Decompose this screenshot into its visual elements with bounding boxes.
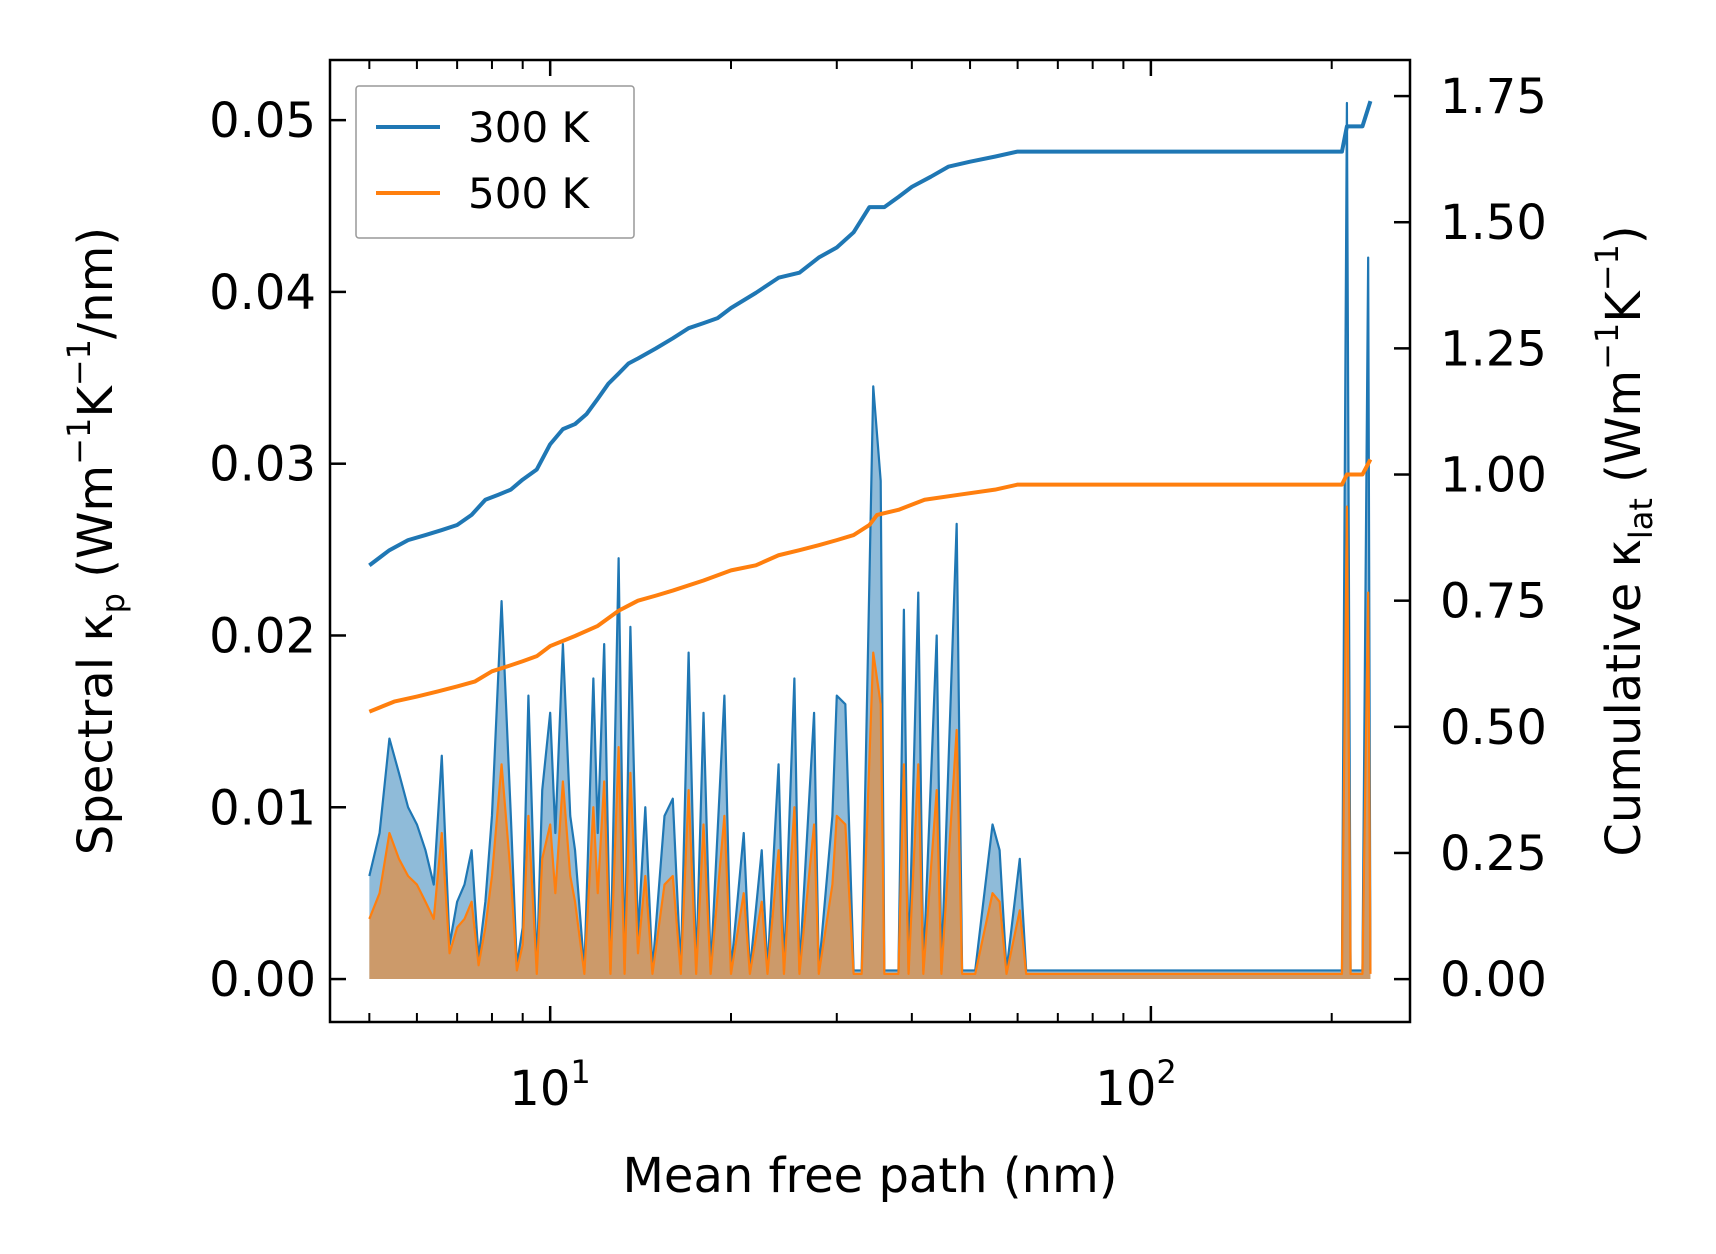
spectral-line-300k xyxy=(368,101,1372,972)
y-left-tick-label: 0.04 xyxy=(209,265,316,321)
y-right-tick-label: 1.50 xyxy=(1440,195,1547,251)
spectral-area-500k xyxy=(369,506,1371,980)
y-right-tick-label: 1.75 xyxy=(1440,69,1547,125)
axes-frame xyxy=(328,58,1412,1024)
y-right-tick-label: 0.25 xyxy=(1440,826,1547,882)
spectral-line-500k xyxy=(368,505,1372,975)
legend: 300 K 500 K xyxy=(355,85,635,239)
y-left-tick-label: 0.00 xyxy=(209,952,316,1008)
legend-label-500k: 500 K xyxy=(468,169,591,218)
y-right-tick-label: 1.00 xyxy=(1440,448,1547,504)
y-right-tick-label: 1.25 xyxy=(1440,321,1547,377)
y-left-tick-label: 0.05 xyxy=(209,93,316,149)
y-axis-label-left: Spectral κp (Wm−1K−1/nm) xyxy=(60,227,132,855)
y-left-tick-label: 0.02 xyxy=(209,608,316,664)
cumulative-line-300k xyxy=(368,100,1373,567)
x-axis-label: Mean free path (nm) xyxy=(623,1148,1118,1204)
plot-area xyxy=(368,100,1373,980)
legend-label-300k: 300 K xyxy=(468,103,591,152)
y-left-tick-label: 0.03 xyxy=(209,437,316,493)
legend-box xyxy=(355,85,635,239)
x-tick-label-10: 101 xyxy=(509,1053,590,1117)
y-right-tick-label: 0.00 xyxy=(1440,952,1547,1008)
y-left-tick-label: 0.01 xyxy=(209,780,316,836)
y-right-tick-label: 0.75 xyxy=(1440,574,1547,630)
y-right-tick-label: 0.50 xyxy=(1440,700,1547,756)
ticks-layer xyxy=(330,60,1410,1022)
x-tick-label-100: 102 xyxy=(1095,1053,1176,1117)
cumulative-line-500k xyxy=(368,458,1373,714)
y-axis-label-right: Cumulative κlat (Wm−1K−1) xyxy=(1588,225,1660,856)
